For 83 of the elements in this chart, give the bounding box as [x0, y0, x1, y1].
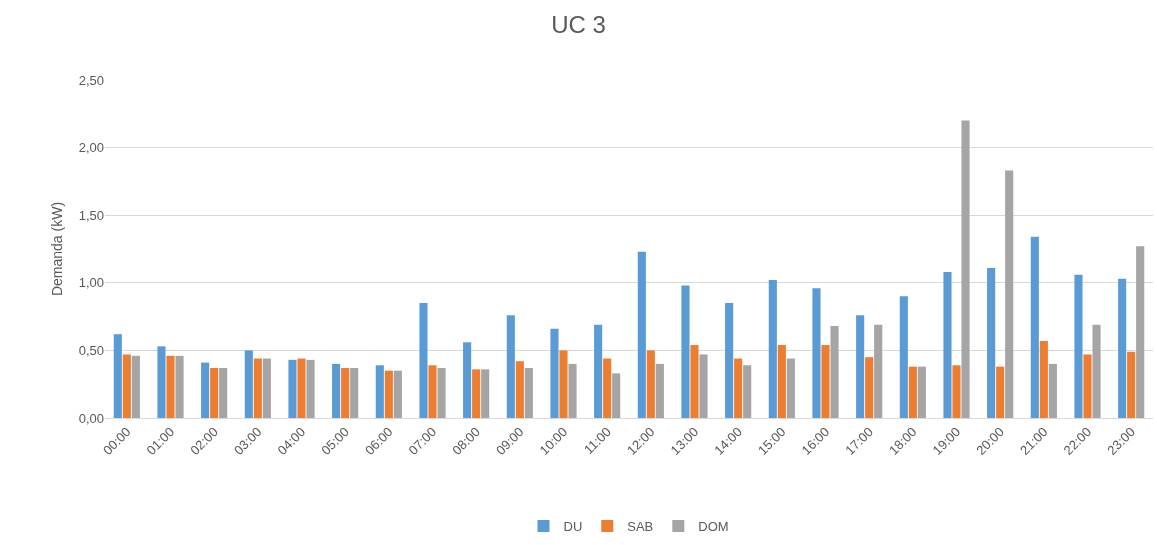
bar — [472, 369, 481, 418]
bar — [612, 373, 621, 418]
bar — [244, 350, 253, 418]
bar — [297, 358, 306, 418]
bar — [943, 271, 952, 418]
bar — [350, 367, 359, 418]
bar — [917, 366, 926, 418]
bar — [210, 367, 219, 418]
bar — [786, 358, 795, 418]
y-tick-label: 1,00 — [78, 275, 104, 291]
bar — [1118, 278, 1127, 418]
bar — [559, 350, 568, 418]
bar — [506, 315, 515, 418]
bar — [253, 358, 262, 418]
y-tick-label: 1,50 — [78, 207, 104, 223]
bar — [961, 120, 970, 418]
bar — [524, 367, 533, 418]
y-tick-label: 2,50 — [78, 72, 104, 88]
bar — [856, 315, 865, 418]
y-axis-title: Demanda (kW) — [49, 201, 66, 297]
bar — [637, 251, 646, 418]
bar — [690, 344, 699, 418]
y-tick-label: 0,00 — [78, 410, 104, 426]
bar — [655, 363, 664, 418]
bar — [288, 359, 297, 418]
bar — [830, 326, 839, 418]
bar — [1039, 340, 1048, 418]
bar — [568, 363, 577, 418]
bar — [646, 350, 655, 418]
bar — [865, 357, 874, 418]
legend-label: DU — [563, 519, 583, 535]
legend-label: DOM — [698, 519, 729, 535]
bar — [1074, 274, 1083, 418]
bar — [113, 334, 122, 418]
bar — [428, 365, 437, 418]
legend-label: SAB — [627, 519, 654, 535]
bar — [768, 280, 777, 418]
bar — [603, 358, 612, 418]
y-tick-label: 0,50 — [78, 342, 104, 358]
bar — [699, 354, 708, 418]
bar — [437, 367, 446, 418]
bar — [1083, 354, 1092, 418]
bar — [393, 370, 402, 418]
bar — [812, 288, 821, 418]
bar — [463, 342, 472, 418]
bar — [899, 296, 908, 418]
bar — [175, 355, 184, 418]
bar — [734, 358, 743, 418]
bar — [131, 355, 140, 418]
bar — [419, 303, 428, 418]
bar — [375, 365, 384, 418]
bar — [777, 344, 786, 418]
bar — [1005, 170, 1014, 418]
bar — [908, 366, 917, 418]
bar — [219, 367, 228, 418]
bar — [122, 354, 131, 418]
bar — [166, 355, 175, 418]
bar — [821, 344, 830, 418]
bar — [1092, 324, 1101, 418]
bar — [384, 370, 393, 418]
bar — [550, 328, 559, 418]
bar — [952, 365, 961, 418]
bar — [681, 285, 690, 418]
bar — [594, 324, 603, 418]
bar — [157, 346, 166, 418]
bar — [996, 366, 1005, 418]
bar — [306, 359, 315, 418]
bar — [1127, 351, 1136, 418]
bar — [987, 267, 996, 418]
bar — [332, 363, 341, 418]
y-tick-label: 2,00 — [78, 140, 104, 156]
chart-title: UC 3 — [551, 10, 606, 38]
bar — [201, 362, 210, 418]
bar — [1048, 363, 1057, 418]
bar — [481, 369, 490, 418]
bar — [1030, 236, 1039, 418]
bar — [515, 361, 524, 418]
bar — [725, 303, 734, 418]
bar — [262, 358, 271, 418]
bar — [1136, 246, 1145, 418]
bar — [743, 365, 752, 418]
bar — [341, 367, 350, 418]
bar — [874, 324, 883, 418]
